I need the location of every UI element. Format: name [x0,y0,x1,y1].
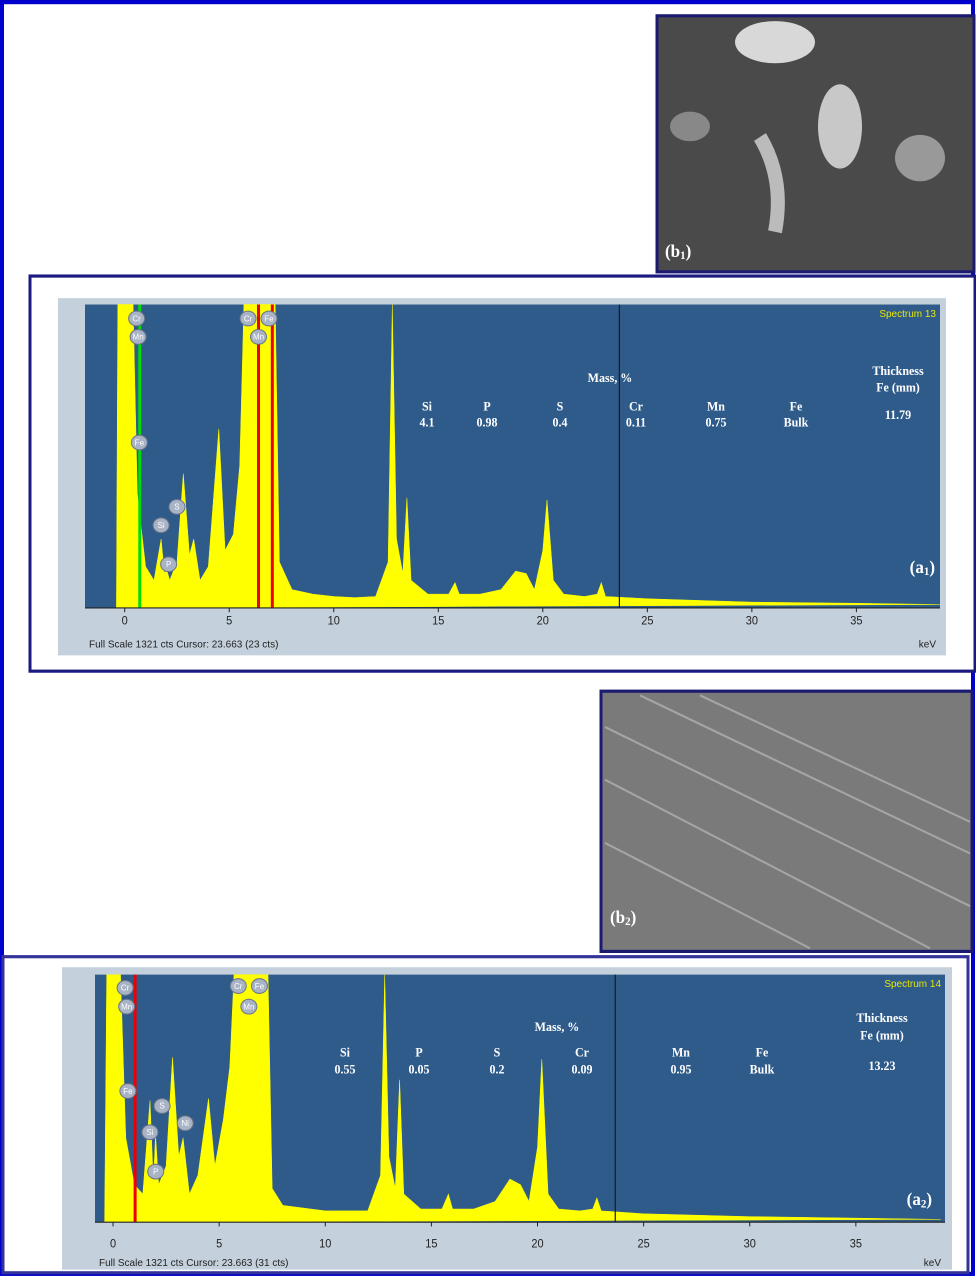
peak-label: Cr [132,314,141,323]
table-value: 0.05 [409,1062,430,1076]
x-tick-label: 10 [319,1238,331,1250]
x-axis-label: keV [924,1258,941,1269]
thickness-title: Fe (mm) [876,380,920,394]
peak-label: Mn [253,332,265,341]
table-value: Bulk [750,1062,775,1076]
image-feature [818,84,862,168]
sem-image-b1: (b1) [657,16,974,272]
sem-image-b2: (b2) [601,691,972,951]
table-title: Mass, % [535,1020,580,1034]
table-header: Si [340,1045,351,1059]
label-part: ) [686,241,692,262]
table-value: 0.75 [706,415,727,429]
x-tick-label: 25 [641,615,653,627]
x-tick-label: 10 [328,615,340,627]
footer: Full Scale 1321 cts Cursor: 23.663 (31 c… [99,1258,288,1269]
peak-label: S [159,1102,165,1111]
peak-label: S [174,502,180,511]
label-part: (a [910,557,924,578]
x-tick-label: 5 [226,615,232,627]
spectrum-name: Spectrum 14 [884,979,941,990]
table-value: 0.98 [477,415,498,429]
x-tick-label: 5 [216,1238,222,1250]
x-tick-label: 15 [425,1238,437,1250]
peak-label: Fe [264,314,274,323]
table-title: Mass, % [588,371,633,385]
image-feature [670,112,710,142]
table-value: 0.95 [671,1062,692,1076]
peak-label: Fe [135,438,145,447]
peak-label: Si [158,521,165,530]
image-label: (b1) [665,241,691,262]
x-tick-label: 35 [850,615,862,627]
table-header: Fe [756,1045,769,1059]
x-tick-label: 0 [110,1238,116,1250]
table-value: 0.55 [335,1062,356,1076]
peak-label: Ni [181,1119,189,1128]
table-value: 0.4 [553,415,568,429]
footer: Full Scale 1321 cts Cursor: 23.663 (23 c… [89,639,278,650]
spectrum-name: Spectrum 13 [879,309,936,320]
table-header: S [494,1045,501,1059]
peak-label: P [166,560,172,569]
label-part: ) [926,1189,932,1210]
image-feature [735,21,815,63]
peak-label: Si [146,1128,153,1137]
table-value: Bulk [784,415,809,429]
table-header: Mn [672,1045,690,1059]
page: {"images": [ {"label": {"prefix": "(b", … [0,0,976,1277]
x-tick-label: 20 [531,1238,543,1250]
label-part: (a [907,1189,921,1210]
table-value: 0.2 [490,1062,505,1076]
peak-label: Cr [244,314,253,323]
x-tick-label: 30 [744,1238,756,1250]
panel-label: (a2) [907,1189,932,1210]
peak-label: Cr [234,982,243,991]
thickness-title: Thickness [872,364,923,378]
table-value: 0.09 [572,1062,593,1076]
x-tick-label: 20 [537,615,549,627]
label-part: (b [610,906,625,927]
peak-label: Mn [243,1002,255,1011]
image-label: (b2) [610,906,636,927]
table-header: Si [422,399,433,413]
x-tick-label: 30 [746,615,758,627]
peak-label: Cr [121,983,130,992]
table-value: 4.1 [420,415,435,429]
x-tick-label: 15 [432,615,444,627]
table-value: 0.11 [626,415,646,429]
thickness-title: Thickness [856,1010,907,1024]
panel-label: (a1) [910,557,935,578]
thickness-value: 11.79 [885,408,911,422]
table-header: Cr [575,1045,589,1059]
table-header: S [557,399,564,413]
peak-label: Mn [133,332,145,341]
table-header: P [415,1045,423,1059]
x-tick-label: 35 [850,1238,862,1250]
image-frame [601,691,972,951]
thickness-title: Fe (mm) [860,1028,904,1042]
x-axis-label: keV [919,639,936,650]
table-header: Mn [707,399,725,413]
label-part: ) [929,557,935,578]
figure: (b1) (b2) 05101520253035CrMnFeSiPSCrFeMn… [0,0,976,1277]
peak-label: Fe [123,1087,133,1096]
table-header: P [483,399,491,413]
label-part: (b [665,241,680,262]
peak-label: Fe [255,982,265,991]
table-header: Cr [629,399,643,413]
image-feature [895,135,945,181]
label-part: ) [631,906,637,927]
thickness-value: 13.23 [869,1059,896,1073]
peak-label: Mn [121,1002,133,1011]
peak-label: P [153,1167,159,1176]
x-tick-label: 25 [638,1238,650,1250]
table-header: Fe [790,399,803,413]
x-tick-label: 0 [122,615,128,627]
